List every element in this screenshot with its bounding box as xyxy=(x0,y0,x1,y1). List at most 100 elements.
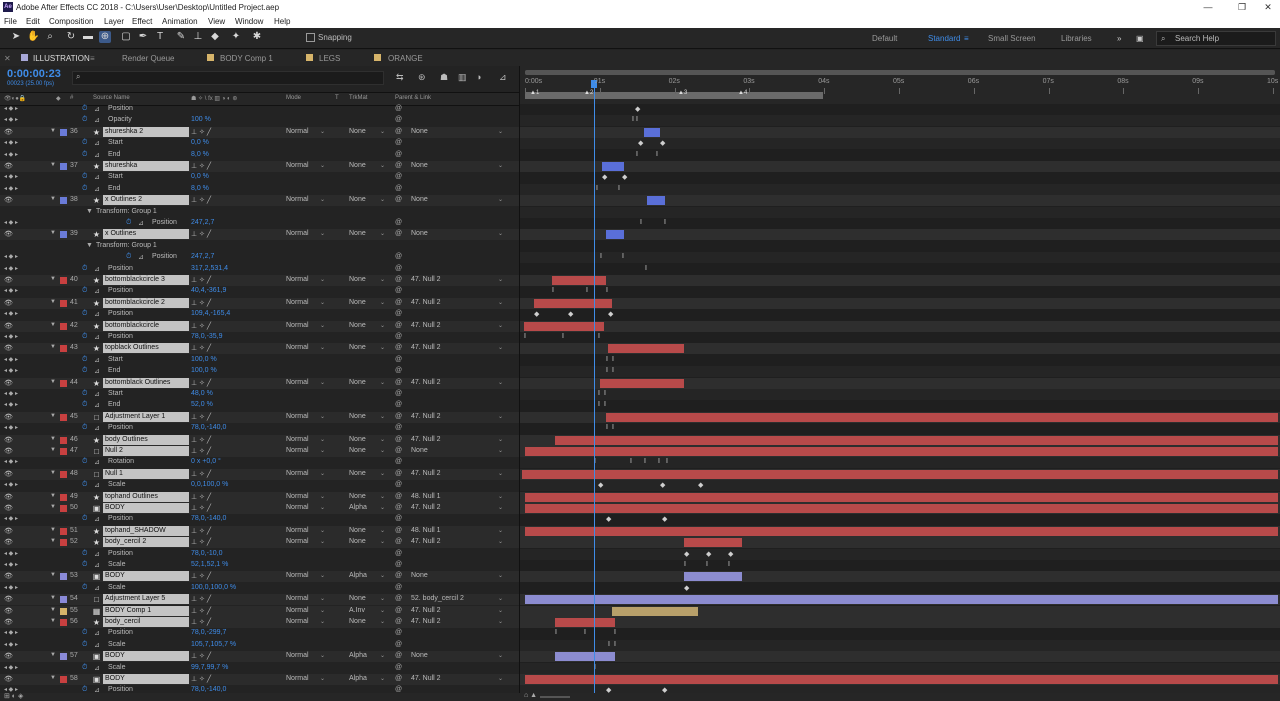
keyframe-icon[interactable]: I xyxy=(598,401,600,409)
layer-duration-bar[interactable] xyxy=(684,572,742,582)
property-row[interactable]: ◂ ◆ ▸ ⏱ ⊿ End 8,0 % @ xyxy=(0,184,519,195)
layer-name[interactable]: BODY xyxy=(103,571,189,582)
menu-help[interactable]: Help xyxy=(274,17,291,26)
chevron-down-icon[interactable]: ⌄ xyxy=(320,197,326,204)
visibility-eye-icon[interactable]: 👁 xyxy=(4,436,13,444)
parent-select[interactable]: 47. Null 2 xyxy=(411,298,441,306)
chevron-down-icon[interactable]: ⌄ xyxy=(498,539,504,546)
chevron-down-icon[interactable]: ⌄ xyxy=(380,197,386,204)
parent-pickwhip-icon[interactable]: @ xyxy=(395,412,403,420)
property-row[interactable]: ◂ ◆ ▸ ⏱ ⊿ Scale 105,7,105,7 % @ xyxy=(0,640,519,651)
comp-marker[interactable]: ▲1 xyxy=(530,90,540,96)
expand-twirl-icon[interactable]: ▼ xyxy=(50,447,56,453)
layer-row[interactable]: 👁 ▼ 40 ★ bottomblackcircle 3 ⊥ ✧ ╱ Normal ⌄ None… xyxy=(0,275,519,286)
layer-name[interactable]: BODY Comp 1 xyxy=(103,605,189,616)
keyframe-icon[interactable]: I xyxy=(706,561,708,568)
chevron-down-icon[interactable]: ⌄ xyxy=(498,527,504,534)
keyframe-icon[interactable]: ◆ xyxy=(534,311,540,319)
label-color-swatch[interactable] xyxy=(60,607,67,615)
keyframe-navigator-icon[interactable]: ◂ ◆ ▸ xyxy=(4,687,18,694)
label-color-swatch[interactable] xyxy=(60,128,67,136)
stopwatch-icon[interactable]: ⏱ xyxy=(82,515,88,523)
stopwatch-icon[interactable]: ⏱ xyxy=(82,105,88,112)
layer-duration-bar[interactable] xyxy=(534,298,612,308)
layer-duration-bar[interactable] xyxy=(555,652,615,662)
layer-name[interactable]: shureshka xyxy=(103,161,189,171)
stopwatch-icon[interactable]: ⏱ xyxy=(82,150,88,158)
property-row[interactable]: ◂ ◆ ▸ ⏱ ⊿ Position 78,0,-140,0 @ xyxy=(0,514,519,525)
keyframe-icon[interactable]: ◆ xyxy=(622,174,628,182)
stopwatch-icon[interactable]: ⏱ xyxy=(82,355,88,363)
chevron-down-icon[interactable]: ⌄ xyxy=(498,322,504,329)
property-row[interactable]: ◂ ◆ ▸ ⏱ ⊿ Start 0,0 % @ xyxy=(0,138,519,149)
zoom-tool-icon[interactable]: ⌕ xyxy=(47,31,53,42)
layer-name[interactable]: bottomblackcircle 2 xyxy=(103,297,189,308)
parent-select[interactable]: 47. Null 2 xyxy=(411,618,441,625)
track-matte-select[interactable]: None xyxy=(349,378,366,386)
layer-duration-bar[interactable] xyxy=(522,469,1278,479)
rotate-tool-icon[interactable]: ↻ xyxy=(66,31,76,42)
keyframe-icon[interactable]: I xyxy=(606,424,608,432)
stopwatch-icon[interactable]: ⏱ xyxy=(82,139,88,147)
parent-select[interactable]: None xyxy=(411,447,428,454)
property-value[interactable]: 109,4,-165,4 xyxy=(191,310,231,318)
expression-pickwhip-icon[interactable]: @ xyxy=(395,390,403,397)
property-row[interactable]: ◂ ◆ ▸ ⏱ ⊿ Start 48,0 % @ xyxy=(0,389,519,400)
visibility-eye-icon[interactable]: 👁 xyxy=(4,322,13,330)
property-value[interactable]: 247,2,7 xyxy=(191,253,215,261)
expand-twirl-icon[interactable]: ▼ xyxy=(50,276,56,282)
layer-switches-icon[interactable]: ⊥ ✧ ╱ xyxy=(191,322,212,330)
blend-mode-select[interactable]: Normal xyxy=(286,447,309,454)
layer-switches-icon[interactable]: ⊥ ✧ ╱ xyxy=(191,436,212,444)
tab-illustration[interactable]: ILLUSTRATION xyxy=(33,54,90,63)
chevron-down-icon[interactable]: ⌄ xyxy=(380,436,386,443)
expression-pickwhip-icon[interactable]: @ xyxy=(395,515,403,523)
layer-row[interactable]: 👁 ▼ 36 ★ shureshka 2 ⊥ ✧ ╱ Normal ⌄ None ⌄ @ None ⌄ xyxy=(0,126,519,138)
layer-row[interactable]: 👁 ▼ 53 ▣ BODY ⊥ ✧ ╱ Normal ⌄ Alpha ⌄ @ None ⌄ xyxy=(0,571,519,583)
expression-pickwhip-icon[interactable]: @ xyxy=(395,549,403,557)
expression-pickwhip-icon[interactable]: @ xyxy=(395,561,403,568)
chevron-down-icon[interactable]: ⌄ xyxy=(498,505,504,511)
visibility-eye-icon[interactable]: 👁 xyxy=(4,128,13,136)
property-row[interactable]: ◂ ◆ ▸ ⏱ ⊿ Scale 99,7,99,7 % @ xyxy=(0,663,519,674)
layer-switches-icon[interactable]: ⊥ ✧ ╱ xyxy=(191,163,212,170)
more-workspaces-icon[interactable]: » xyxy=(1117,34,1122,43)
keyframe-navigator-icon[interactable]: ◂ ◆ ▸ xyxy=(4,482,18,489)
property-row[interactable]: ◂ ◆ ▸ ⏱ ⊿ Scale 52,1,52,1 % @ xyxy=(0,560,519,571)
property-row[interactable]: ▼ Transform: Group 1 xyxy=(0,241,519,252)
layer-switches-icon[interactable]: ⊥ ✧ ╱ xyxy=(191,277,212,284)
parent-select[interactable]: 52. body_cercil 2 xyxy=(411,595,464,603)
property-row[interactable]: ◂ ◆ ▸ ⏱ ⊿ Position 78,0,-140,0 @ xyxy=(0,423,519,434)
eraser-tool-icon[interactable]: ◆ xyxy=(211,31,219,42)
layer-name[interactable]: bottomblack Outlines xyxy=(103,377,189,388)
blend-mode-select[interactable]: Normal xyxy=(286,595,309,603)
track-matte-select[interactable]: None xyxy=(349,447,366,454)
layer-search-input[interactable]: ⌕ xyxy=(72,71,384,85)
chevron-down-icon[interactable]: ⌄ xyxy=(380,619,386,625)
blend-mode-select[interactable]: Normal xyxy=(286,196,309,204)
visibility-eye-icon[interactable]: 👁 xyxy=(4,539,13,547)
track-matte-select[interactable]: None xyxy=(349,412,366,420)
keyframe-icon[interactable]: I xyxy=(596,184,598,192)
comp-mini-flowchart-icon[interactable]: ⇆ xyxy=(396,72,404,82)
keyframe-icon[interactable]: ◆ xyxy=(660,140,666,148)
chevron-down-icon[interactable]: ⌄ xyxy=(320,493,326,500)
workspace-default[interactable]: Default xyxy=(872,34,898,43)
expression-pickwhip-icon[interactable]: @ xyxy=(395,640,403,648)
keyframe-navigator-icon[interactable]: ◂ ◆ ▸ xyxy=(4,516,18,523)
chevron-down-icon[interactable]: ⌄ xyxy=(380,676,386,682)
label-color-swatch[interactable] xyxy=(60,470,67,478)
property-value[interactable]: 0,0 % xyxy=(191,173,209,181)
stopwatch-icon[interactable]: ⏱ xyxy=(82,640,88,648)
keyframe-icon[interactable]: ◆ xyxy=(662,687,668,695)
blend-mode-select[interactable]: Normal xyxy=(286,230,309,238)
visibility-eye-icon[interactable]: 👁 xyxy=(4,379,13,387)
expression-pickwhip-icon[interactable]: @ xyxy=(395,629,403,637)
layer-row[interactable]: 👁 ▼ 49 ★ tophand Outlines ⊥ ✧ ╱ Normal ⌄ None ⌄ @4… xyxy=(0,491,519,503)
keyframe-icon[interactable]: ◆ xyxy=(706,550,712,558)
chevron-down-icon[interactable]: ⌄ xyxy=(320,596,326,603)
track-matte-select[interactable]: None xyxy=(349,492,366,500)
property-row[interactable]: ◂ ◆ ▸ ⏱ ⊿ Position 247,2,7 @ xyxy=(0,252,519,263)
track-matte-select[interactable]: None xyxy=(349,276,366,283)
layer-row[interactable]: 👁 ▼ 38 ★ x Outlines 2 ⊥ ✧ ╱ Normal ⌄ None ⌄ @ None ⌄ xyxy=(0,195,519,207)
